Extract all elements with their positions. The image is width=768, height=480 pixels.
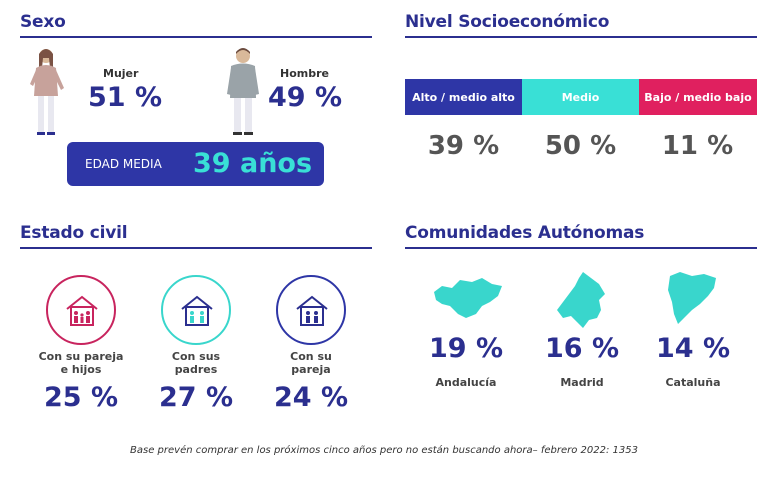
sexo-divider	[20, 36, 372, 38]
average-age-value: 39 años	[193, 148, 313, 179]
civil-label-family-line2: e hijos	[60, 363, 102, 376]
civil-label-parents-line1: Con sus	[171, 350, 221, 363]
civil-pct-couple: 24 %	[273, 382, 349, 413]
nse-divider	[405, 36, 757, 38]
average-age-label: EDAD MEDIA	[85, 157, 162, 171]
sexo-title: Sexo	[20, 12, 66, 32]
civil-divider	[20, 247, 372, 249]
nse-bar-low: Bajo / medio bajo	[639, 79, 757, 115]
man-icon	[227, 48, 259, 135]
civil-label-family-line1: Con su pareja	[38, 350, 124, 363]
couple-house-icon	[276, 275, 346, 345]
civil-label-couple: Con su pareja	[256, 350, 366, 376]
ccaa-name-madrid: Madrid	[560, 376, 604, 389]
family-house-icon	[46, 275, 116, 345]
female-percentage: 51 %	[88, 82, 163, 113]
cataluna-map-icon	[668, 272, 716, 324]
civil-label-family: Con su pareja e hijos	[26, 350, 136, 376]
woman-icon	[30, 49, 64, 135]
civil-label-parents-line2: padres	[174, 363, 218, 376]
civil-label-couple-line1: Con su	[290, 350, 332, 363]
ccaa-name-cataluna: Cataluña	[665, 376, 721, 389]
civil-label-couple-line2: pareja	[291, 363, 331, 376]
ccaa-pct-cataluna: 14 %	[655, 333, 731, 364]
nse-pct-low: 11 %	[661, 131, 734, 161]
nse-title: Nivel Socioeconómico	[405, 12, 610, 32]
male-percentage: 49 %	[268, 82, 343, 113]
male-label: Hombre	[280, 67, 329, 80]
nse-bar-high: Alto / medio alto	[405, 79, 522, 115]
madrid-map-icon	[557, 272, 605, 328]
ccaa-divider	[405, 247, 757, 249]
average-age-box: EDAD MEDIA 39 años	[67, 142, 324, 186]
nse-bar-medium: Medio	[522, 79, 639, 115]
footnote: Base prevén comprar en los próximos cinc…	[130, 445, 638, 456]
civil-pct-parents: 27 %	[158, 382, 234, 413]
ccaa-title: Comunidades Autónomas	[405, 223, 645, 243]
ccaa-pct-andalucia: 19 %	[428, 333, 504, 364]
andalucia-map-icon	[434, 278, 502, 318]
civil-label-parents: Con sus padres	[141, 350, 251, 376]
female-label: Mujer	[103, 67, 139, 80]
civil-pct-family: 25 %	[43, 382, 119, 413]
nse-pct-medium: 50 %	[544, 131, 617, 161]
nse-pct-high: 39 %	[427, 131, 500, 161]
ccaa-name-andalucia: Andalucía	[435, 376, 497, 389]
parents-house-icon	[161, 275, 231, 345]
ccaa-pct-madrid: 16 %	[544, 333, 620, 364]
civil-title: Estado civil	[20, 223, 128, 243]
